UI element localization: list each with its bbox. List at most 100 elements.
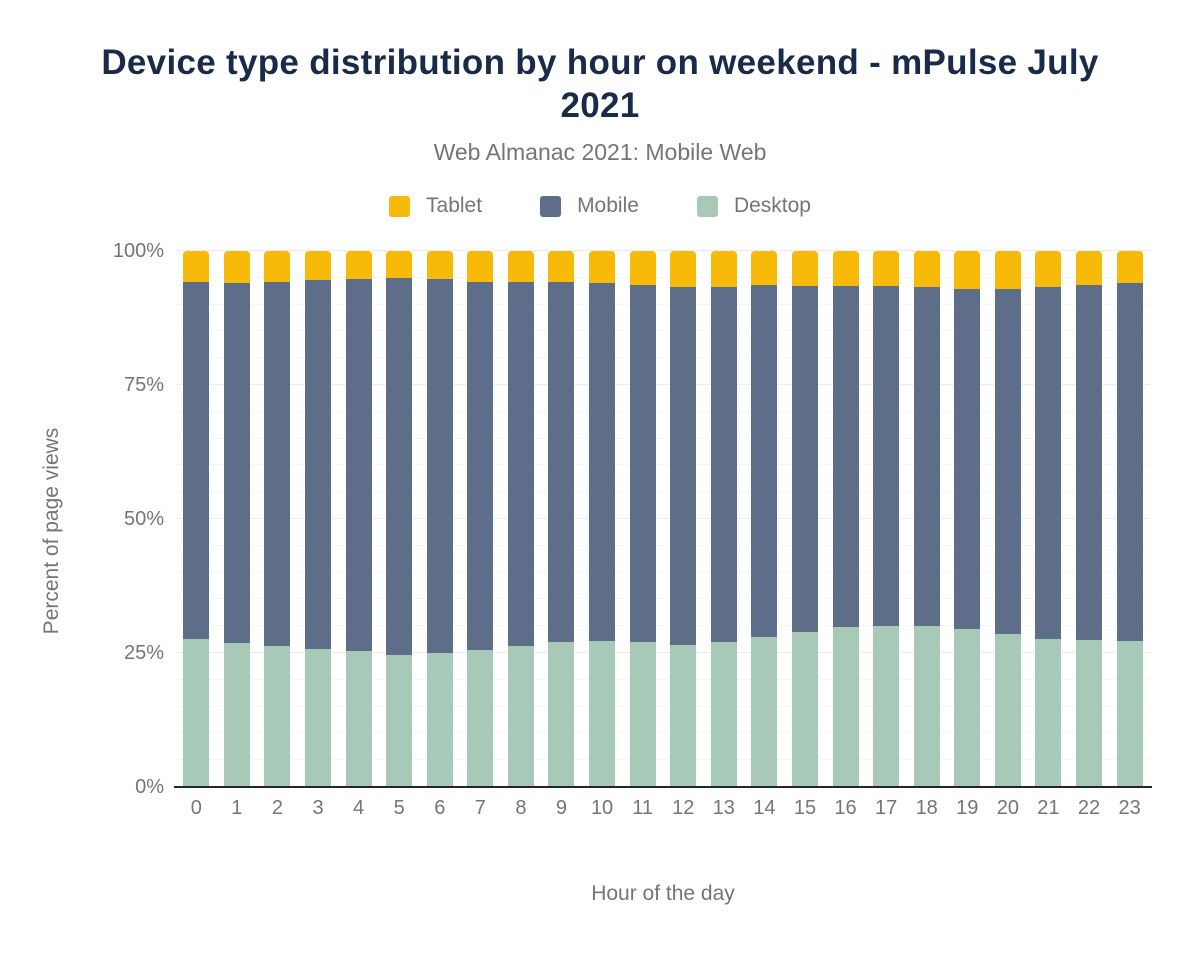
bar-hour-4[interactable] [345, 251, 372, 787]
x-tick-label-11: 11 [632, 797, 654, 819]
bar-segment-mobile-hour-3[interactable] [305, 279, 332, 649]
bar-segment-mobile-hour-19[interactable] [954, 288, 981, 629]
bar-segment-mobile-hour-18[interactable] [913, 286, 940, 627]
bar-segment-mobile-hour-15[interactable] [791, 285, 818, 632]
bar-hour-10[interactable] [589, 251, 616, 787]
bar-segment-tablet-hour-14[interactable] [751, 251, 778, 286]
bar-segment-mobile-hour-4[interactable] [345, 278, 372, 652]
bar-hour-18[interactable] [913, 251, 940, 787]
bar-segment-tablet-hour-4[interactable] [345, 251, 372, 279]
bar-segment-mobile-hour-0[interactable] [183, 282, 210, 640]
bar-segment-desktop-hour-6[interactable] [426, 653, 453, 787]
bar-hour-5[interactable] [386, 251, 413, 787]
bar-segment-mobile-hour-22[interactable] [1076, 285, 1102, 641]
bar-hour-14[interactable] [751, 251, 778, 787]
x-tick-label-5: 5 [393, 797, 405, 819]
bar-segment-mobile-hour-12[interactable] [670, 287, 697, 645]
bar-segment-mobile-hour-17[interactable] [873, 285, 900, 626]
bar-hour-6[interactable] [426, 251, 453, 787]
bar-segment-desktop-hour-20[interactable] [994, 634, 1021, 787]
bar-segment-tablet-hour-1[interactable] [223, 251, 250, 284]
bar-hour-21[interactable] [1035, 251, 1062, 787]
bar-segment-tablet-hour-19[interactable] [954, 251, 981, 289]
bar-segment-desktop-hour-18[interactable] [913, 626, 940, 787]
bar-segment-mobile-hour-21[interactable] [1035, 287, 1062, 639]
bar-segment-desktop-hour-16[interactable] [832, 627, 859, 787]
bar-segment-desktop-hour-8[interactable] [507, 645, 534, 787]
bar-segment-tablet-hour-0[interactable] [183, 251, 210, 283]
bar-hour-22[interactable] [1076, 251, 1102, 787]
bar-segment-tablet-hour-10[interactable] [589, 251, 616, 284]
bar-segment-mobile-hour-10[interactable] [589, 283, 616, 642]
bar-hour-3[interactable] [305, 251, 332, 787]
bar-segment-mobile-hour-7[interactable] [467, 281, 494, 650]
bar-segment-desktop-hour-13[interactable] [710, 642, 737, 787]
bar-segment-desktop-hour-22[interactable] [1076, 640, 1102, 787]
bar-segment-tablet-hour-3[interactable] [305, 251, 332, 280]
bar-hour-0[interactable] [183, 251, 210, 787]
bar-hour-1[interactable] [223, 251, 250, 787]
bar-segment-desktop-hour-5[interactable] [386, 655, 413, 787]
bar-segment-mobile-hour-9[interactable] [548, 282, 575, 642]
bar-segment-tablet-hour-20[interactable] [994, 251, 1021, 289]
bar-segment-desktop-hour-0[interactable] [183, 639, 210, 787]
bar-segment-mobile-hour-13[interactable] [710, 286, 737, 643]
bar-segment-desktop-hour-3[interactable] [305, 648, 332, 787]
bar-segment-tablet-hour-8[interactable] [507, 251, 534, 283]
bar-segment-tablet-hour-15[interactable] [791, 251, 818, 286]
bar-segment-mobile-hour-1[interactable] [223, 283, 250, 644]
bar-segment-tablet-hour-22[interactable] [1076, 251, 1102, 286]
bar-segment-desktop-hour-9[interactable] [548, 641, 575, 787]
bar-segment-desktop-hour-23[interactable] [1116, 641, 1143, 787]
bar-segment-mobile-hour-11[interactable] [629, 284, 656, 642]
bar-segment-desktop-hour-1[interactable] [223, 643, 250, 787]
bar-segment-mobile-hour-16[interactable] [832, 285, 859, 628]
bar-segment-tablet-hour-18[interactable] [913, 251, 940, 287]
bar-hour-11[interactable] [629, 251, 656, 787]
bar-hour-7[interactable] [467, 251, 494, 787]
bar-segment-mobile-hour-5[interactable] [386, 277, 413, 656]
bar-segment-tablet-hour-2[interactable] [264, 251, 291, 283]
bar-segment-desktop-hour-12[interactable] [670, 644, 697, 787]
bar-hour-19[interactable] [954, 251, 981, 787]
bar-segment-tablet-hour-23[interactable] [1116, 251, 1143, 284]
chart-title: Device type distribution by hour on week… [101, 43, 1099, 125]
bar-segment-desktop-hour-15[interactable] [791, 631, 818, 787]
bar-segment-tablet-hour-11[interactable] [629, 251, 656, 285]
bar-hour-20[interactable] [994, 251, 1021, 787]
bar-hour-2[interactable] [264, 251, 291, 787]
bar-segment-desktop-hour-10[interactable] [589, 641, 616, 787]
bar-segment-desktop-hour-21[interactable] [1035, 638, 1062, 787]
bar-segment-mobile-hour-8[interactable] [507, 282, 534, 646]
bar-hour-9[interactable] [548, 251, 575, 787]
bar-segment-desktop-hour-4[interactable] [345, 651, 372, 787]
bar-hour-13[interactable] [710, 251, 737, 787]
bar-segment-desktop-hour-17[interactable] [873, 625, 900, 787]
bar-hour-17[interactable] [873, 251, 900, 787]
gridline-85 [176, 330, 1150, 332]
bar-hour-8[interactable] [507, 251, 534, 787]
bar-segment-desktop-hour-2[interactable] [264, 646, 291, 787]
bar-segment-tablet-hour-12[interactable] [670, 251, 697, 288]
bar-segment-desktop-hour-11[interactable] [629, 641, 656, 787]
bar-segment-tablet-hour-16[interactable] [832, 251, 859, 286]
bar-segment-mobile-hour-23[interactable] [1116, 283, 1143, 642]
bar-segment-tablet-hour-7[interactable] [467, 251, 494, 282]
bar-segment-tablet-hour-9[interactable] [548, 251, 575, 283]
bar-segment-desktop-hour-19[interactable] [954, 628, 981, 787]
bar-segment-tablet-hour-5[interactable] [386, 251, 413, 278]
bar-segment-mobile-hour-6[interactable] [426, 278, 453, 653]
bar-segment-mobile-hour-20[interactable] [994, 288, 1021, 635]
bar-hour-16[interactable] [832, 251, 859, 787]
bar-segment-tablet-hour-21[interactable] [1035, 251, 1062, 288]
bar-segment-tablet-hour-6[interactable] [426, 251, 453, 279]
bar-hour-23[interactable] [1116, 251, 1143, 787]
bar-segment-desktop-hour-7[interactable] [467, 649, 494, 787]
bar-segment-mobile-hour-14[interactable] [751, 285, 778, 638]
bar-segment-tablet-hour-17[interactable] [873, 251, 900, 286]
bar-segment-desktop-hour-14[interactable] [751, 637, 778, 787]
bar-segment-tablet-hour-13[interactable] [710, 251, 737, 287]
bar-hour-15[interactable] [791, 251, 818, 787]
bar-segment-mobile-hour-2[interactable] [264, 282, 291, 647]
bar-hour-12[interactable] [670, 251, 697, 787]
